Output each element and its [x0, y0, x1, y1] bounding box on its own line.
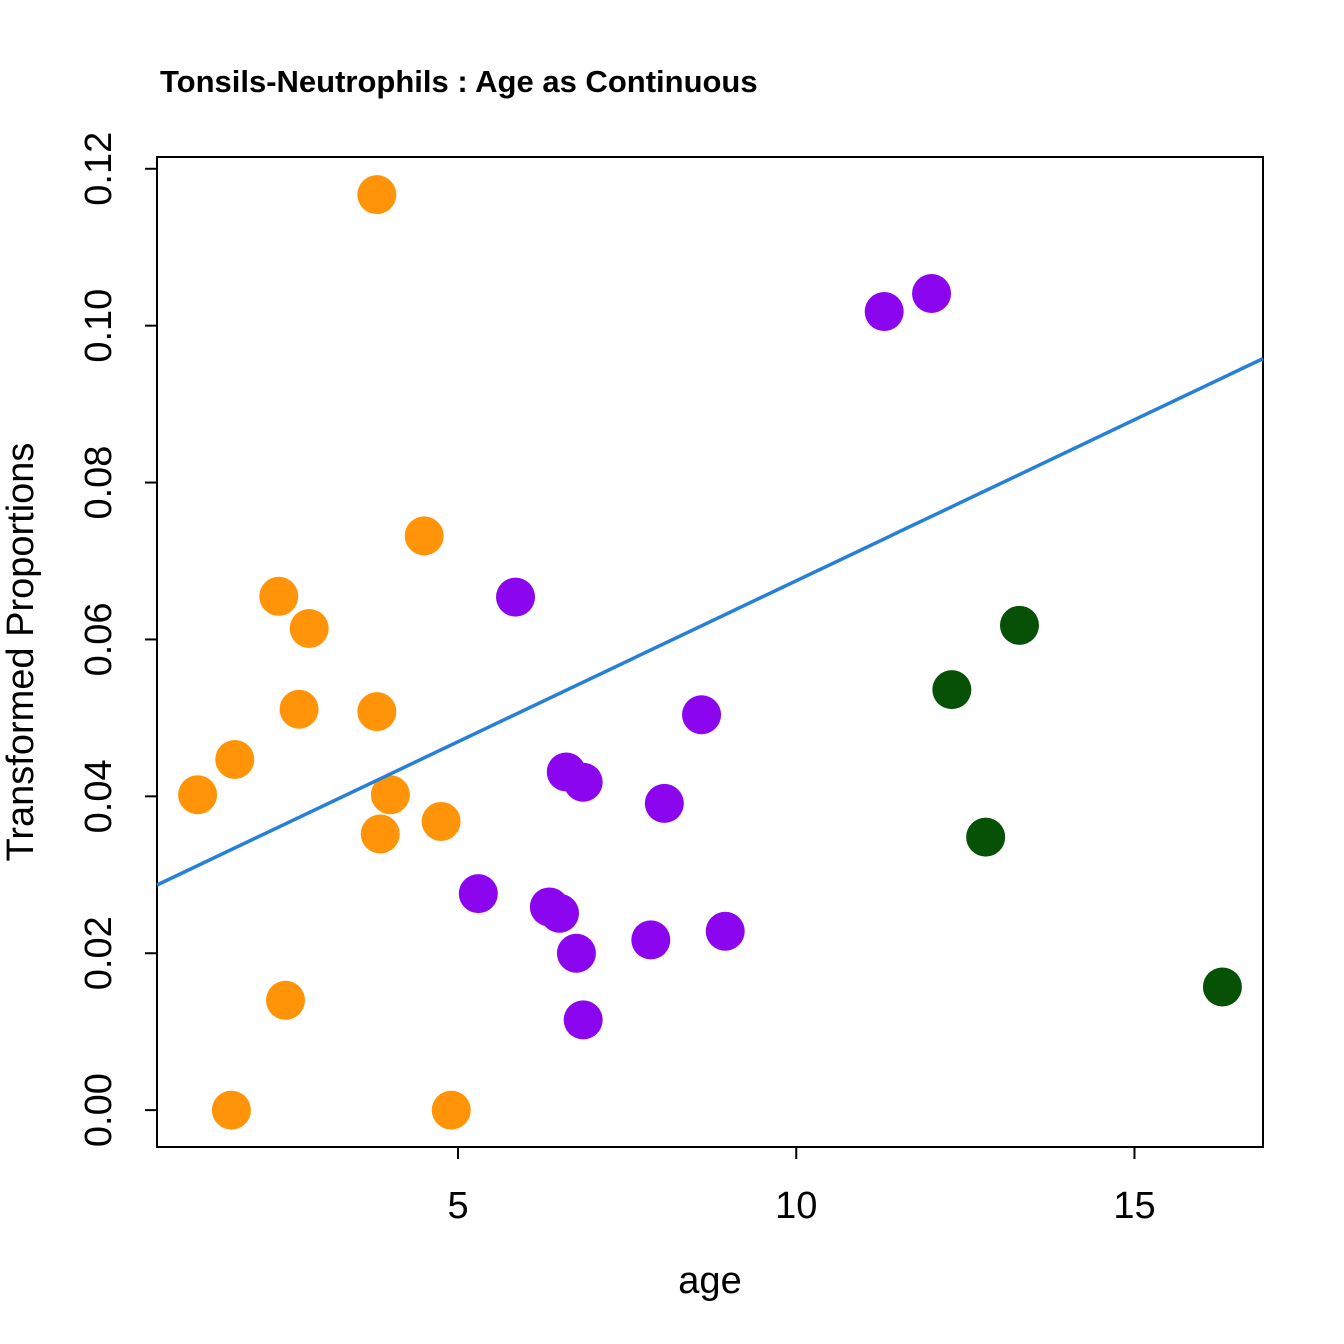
y-tick-label: 0.06	[78, 602, 120, 676]
x-tick-label: 5	[447, 1185, 468, 1227]
orange-group-point	[266, 980, 306, 1020]
purple-group-point	[682, 695, 722, 735]
orange-group-point	[360, 814, 400, 854]
orange-group-point	[279, 689, 319, 729]
purple-group-point	[912, 273, 952, 313]
green-group-point	[932, 670, 972, 710]
purple-group-point	[539, 893, 579, 933]
purple-group-point	[705, 911, 745, 951]
purple-group-point	[496, 577, 536, 617]
orange-group-point	[211, 1090, 251, 1130]
orange-group-point	[357, 175, 397, 215]
fitted-regression-line	[156, 357, 1264, 887]
y-tick-label: 0.12	[78, 132, 120, 206]
green-group-point	[1202, 967, 1242, 1007]
data-points	[178, 175, 1242, 1130]
orange-group-point	[404, 516, 444, 556]
orange-group-point	[289, 608, 329, 648]
y-axis: 0.00 0.02 0.04 0.06 0.08 0.10 0.12	[78, 132, 158, 1147]
x-tick-label: 10	[775, 1185, 817, 1227]
x-axis: 5 10 15	[447, 1146, 1156, 1227]
orange-group-point	[370, 775, 410, 815]
orange-group-point	[357, 692, 397, 732]
plot-area-frame	[156, 156, 1264, 1148]
y-tick-label: 0.10	[78, 289, 120, 363]
purple-group-point	[644, 783, 684, 823]
orange-group-point	[215, 739, 255, 779]
orange-group-point	[178, 775, 218, 815]
purple-group-point	[458, 874, 498, 914]
chart-title: Tonsils-Neutrophils : Age as Continuous	[160, 64, 758, 99]
purple-group-point	[556, 933, 596, 973]
green-group-point	[999, 605, 1039, 645]
green-group-point	[966, 817, 1006, 857]
purple-group-point	[631, 920, 671, 960]
x-tick-label: 15	[1113, 1185, 1155, 1227]
x-axis-label: age	[678, 1260, 741, 1302]
purple-group-point	[864, 292, 904, 332]
purple-group-point	[563, 762, 603, 802]
orange-group-point	[421, 801, 461, 841]
y-tick-label: 0.04	[78, 759, 120, 833]
trend-line-layer	[156, 357, 1264, 887]
y-tick-label: 0.08	[78, 446, 120, 520]
y-tick-label: 0.02	[78, 916, 120, 990]
orange-group-point	[431, 1090, 471, 1130]
orange-group-point	[259, 576, 299, 616]
y-axis-label: Transformed Proportions	[0, 443, 42, 862]
purple-group-point	[563, 1000, 603, 1040]
y-tick-label: 0.00	[78, 1073, 120, 1147]
